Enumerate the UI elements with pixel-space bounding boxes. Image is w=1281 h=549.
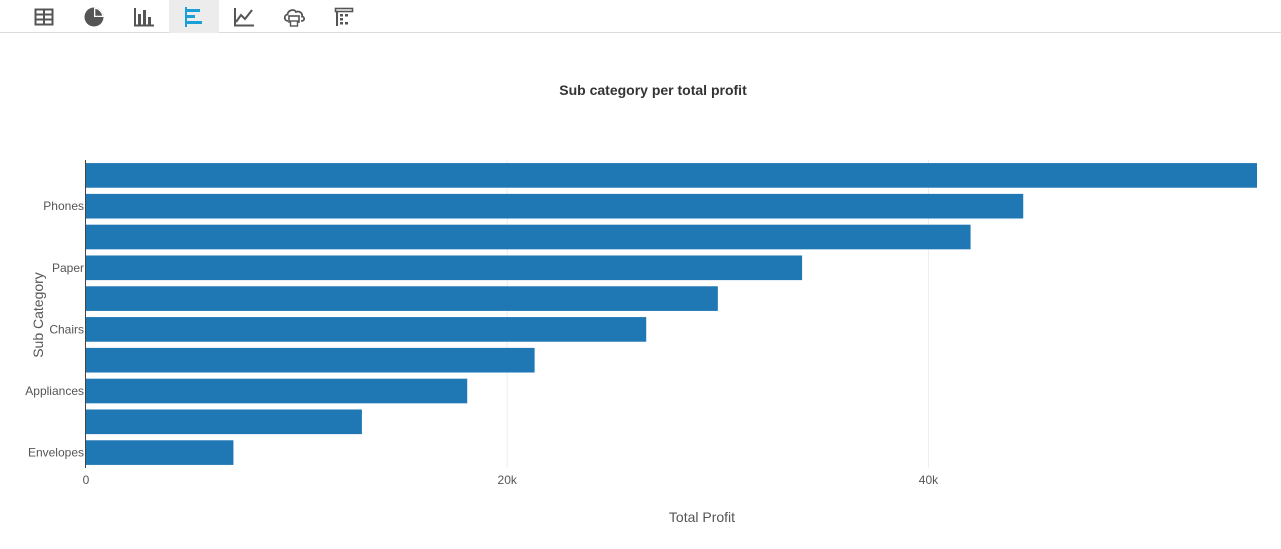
cloud-print-button[interactable]	[269, 0, 319, 33]
x-axis-title: Total Profit	[669, 509, 735, 525]
pivot-grid-icon	[334, 7, 354, 26]
bar[interactable]	[86, 286, 718, 311]
bar[interactable]	[86, 255, 803, 281]
x-tick-label: 40k	[919, 473, 939, 487]
bar[interactable]	[86, 224, 971, 250]
bar[interactable]	[86, 163, 1257, 188]
bar-chart-button[interactable]	[119, 0, 169, 33]
chart-title: Sub category per total profit	[559, 82, 747, 98]
bar[interactable]	[86, 193, 1024, 219]
x-tick-labels: 0 20k 40k	[83, 473, 939, 487]
x-tick-label: 0	[83, 473, 90, 487]
y-tick-label: Chairs	[49, 322, 84, 336]
y-tick-label: Envelopes	[28, 446, 84, 460]
pie-chart-icon	[84, 7, 104, 26]
y-tick-label: Phones	[43, 199, 84, 213]
table-icon	[34, 8, 54, 25]
line-chart-button[interactable]	[219, 0, 269, 33]
horizontal-bar-chart: Sub category per total profit Phones Pape…	[25, 82, 1257, 525]
cloud-printer-icon	[283, 8, 306, 27]
bar[interactable]	[86, 317, 647, 342]
x-tick-label: 20k	[498, 473, 518, 487]
bar-chart-icon	[134, 7, 154, 26]
horizontal-bar-chart-icon	[185, 6, 202, 27]
y-tick-labels: Phones Paper Chairs Appliances Envelopes	[25, 199, 84, 459]
pivot-grid-button[interactable]	[319, 0, 369, 33]
bar[interactable]	[86, 378, 468, 404]
bar[interactable]	[86, 347, 535, 373]
table-view-button[interactable]	[19, 0, 69, 33]
chart-type-toolbar	[0, 0, 1281, 33]
line-chart-icon	[234, 7, 254, 26]
bar[interactable]	[86, 440, 234, 465]
bar[interactable]	[86, 409, 362, 435]
bars	[86, 163, 1257, 465]
y-tick-label: Appliances	[25, 384, 84, 398]
horizontal-bar-chart-button[interactable]	[169, 0, 219, 33]
y-tick-label: Paper	[52, 261, 84, 275]
y-axis-title: Sub Category	[30, 272, 46, 358]
pie-chart-button[interactable]	[69, 0, 119, 33]
